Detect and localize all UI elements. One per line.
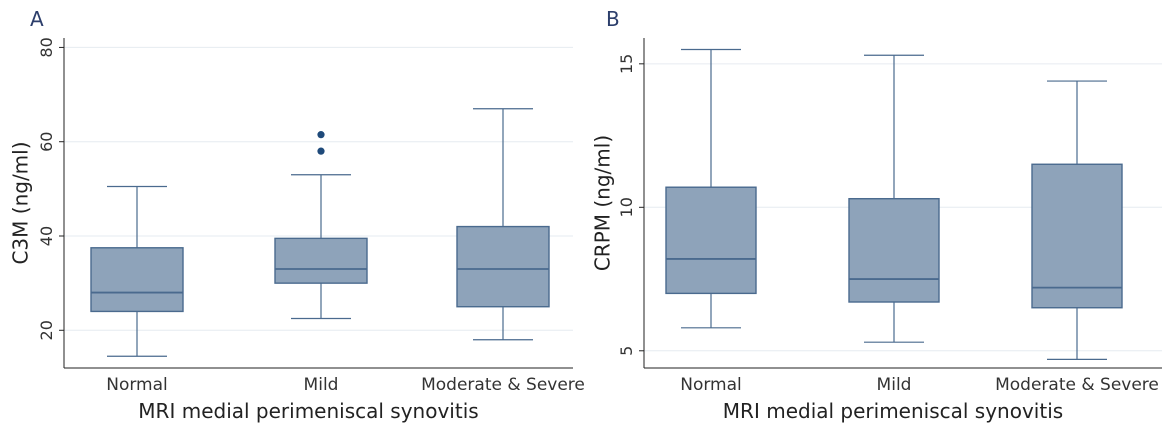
- y-axis-title: C3M (ng/ml): [9, 141, 33, 264]
- x-category-label: Mild: [304, 375, 339, 395]
- box-iqr: [90, 247, 184, 313]
- x-category-label: Moderate & Severe: [995, 375, 1159, 395]
- box-iqr: [848, 197, 940, 303]
- y-tick-label: 10: [617, 197, 636, 217]
- box-iqr: [1031, 163, 1123, 309]
- x-axis-title: MRI medial perimeniscal synovitis: [138, 399, 478, 423]
- x-axis-title: MRI medial perimeniscal synovitis: [723, 399, 1063, 423]
- outlier-point: [317, 147, 325, 155]
- y-tick-label: 5: [617, 346, 636, 356]
- y-axis-title: CRPM (ng/ml): [591, 135, 615, 271]
- box-iqr: [665, 186, 757, 295]
- panel-label: A: [30, 7, 44, 31]
- x-category-label: Mild: [877, 375, 912, 395]
- y-tick-label: 80: [37, 37, 56, 57]
- y-tick-label: 15: [617, 54, 636, 74]
- y-tick-label: 40: [37, 226, 56, 246]
- x-category-label: Normal: [680, 375, 742, 395]
- x-category-label: Normal: [106, 375, 168, 395]
- box-iqr: [274, 237, 368, 284]
- outlier-point: [317, 131, 325, 139]
- y-tick-label: 20: [37, 320, 56, 340]
- y-tick-label: 60: [37, 132, 56, 152]
- box-iqr: [456, 225, 550, 308]
- x-category-label: Moderate & Severe: [421, 375, 585, 395]
- panel-label: B: [606, 7, 620, 31]
